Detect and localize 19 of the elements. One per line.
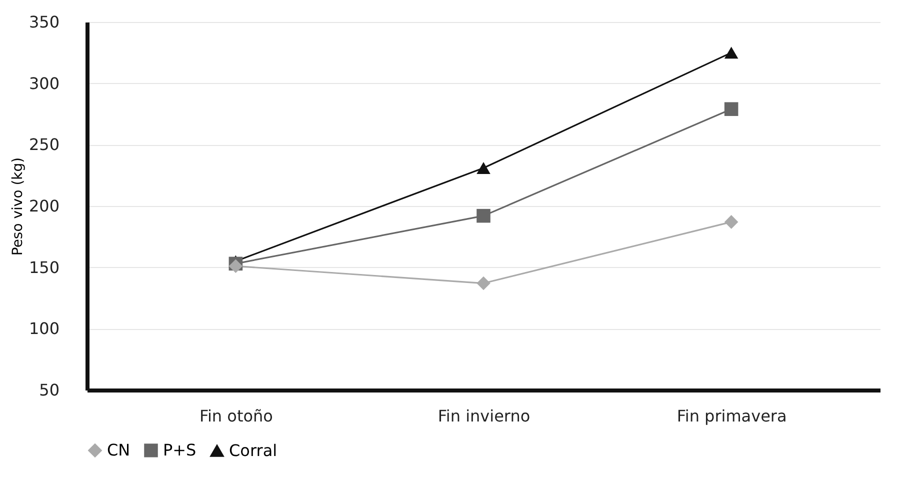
y-tick-label: 200 bbox=[28, 196, 60, 216]
legend-label: P+S bbox=[163, 440, 196, 460]
y-tick-label: 350 bbox=[28, 12, 60, 32]
point bbox=[724, 102, 738, 116]
point bbox=[724, 215, 738, 229]
y-tick-label: 300 bbox=[28, 74, 60, 93]
legend-label: CN bbox=[107, 440, 130, 460]
point bbox=[476, 208, 490, 223]
x-tick-label: Fin primavera bbox=[676, 406, 787, 426]
y-tick-label: 100 bbox=[28, 319, 60, 338]
point bbox=[476, 276, 490, 290]
point bbox=[228, 259, 243, 273]
y-tick-label: 50 bbox=[39, 380, 60, 400]
legend-label: Corral bbox=[229, 440, 278, 460]
y-tick-label: 150 bbox=[28, 258, 60, 277]
y-axis-title: Peso vivo (kg) bbox=[10, 157, 26, 256]
x-tick-label: Fin invierno bbox=[438, 406, 530, 426]
x-tick-label: Fin otoño bbox=[199, 406, 273, 426]
y-tick-label: 250 bbox=[28, 135, 60, 154]
